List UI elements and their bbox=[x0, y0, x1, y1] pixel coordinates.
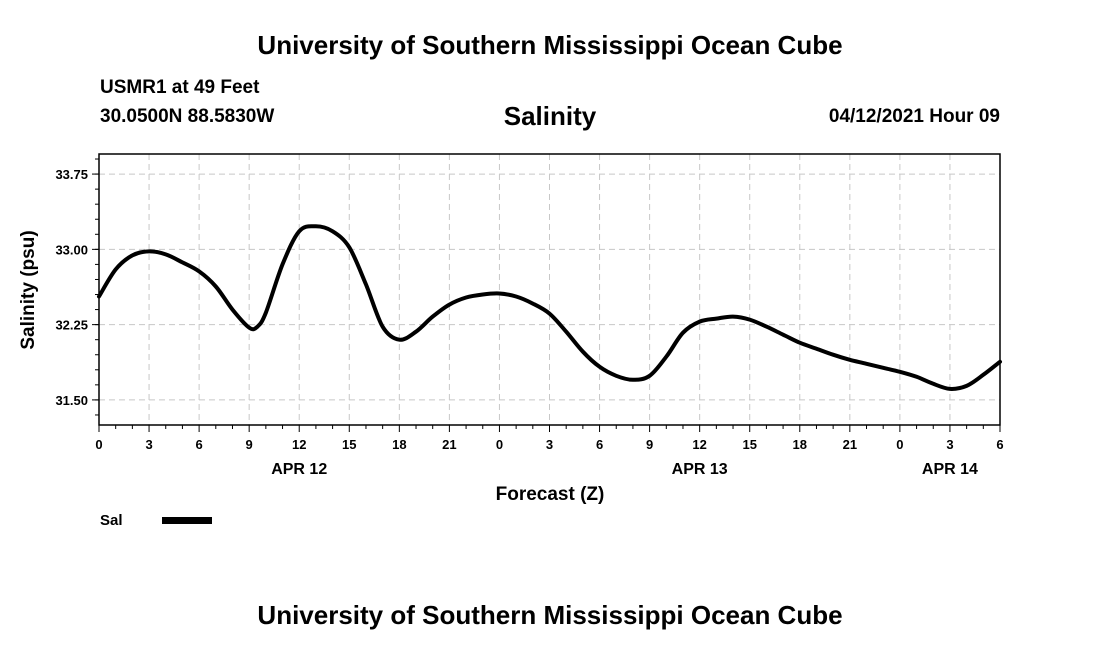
x-tick-label: 15 bbox=[342, 437, 356, 452]
x-axis-label: Forecast (Z) bbox=[496, 484, 605, 505]
x-tick-label: 9 bbox=[646, 437, 653, 452]
date-label: APR 12 bbox=[271, 461, 327, 478]
y-tick-label: 31.50 bbox=[55, 393, 88, 408]
grid-lines bbox=[99, 154, 1000, 425]
plot-frame bbox=[98, 153, 1001, 426]
axis-ticks bbox=[92, 158, 1001, 432]
x-tick-label: 15 bbox=[742, 437, 756, 452]
date-label: APR 14 bbox=[922, 461, 978, 478]
x-tick-label: 3 bbox=[145, 437, 152, 452]
legend-swatch-sal bbox=[162, 517, 212, 524]
x-tick-label: 3 bbox=[946, 437, 953, 452]
x-tick-label: 0 bbox=[896, 437, 903, 452]
x-tick-label: 6 bbox=[195, 437, 202, 452]
y-tick-label: 32.25 bbox=[55, 318, 88, 333]
page-title: University of Southern Mississippi Ocean… bbox=[257, 30, 843, 60]
x-tick-label: 6 bbox=[996, 437, 1003, 452]
x-tick-label: 6 bbox=[596, 437, 603, 452]
x-tick-label: 0 bbox=[95, 437, 102, 452]
x-tick-label: 12 bbox=[292, 437, 306, 452]
footer-title: University of Southern Mississippi Ocean… bbox=[257, 600, 843, 630]
legend-label-sal: Sal bbox=[100, 512, 123, 529]
x-tick-label: 3 bbox=[546, 437, 553, 452]
date-label: APR 13 bbox=[672, 461, 728, 478]
y-tick-label: 33.00 bbox=[55, 242, 88, 257]
x-tick-label: 12 bbox=[692, 437, 706, 452]
station-label: USMR1 at 49 Feet bbox=[100, 77, 260, 98]
salinity-series-line bbox=[97, 224, 1002, 391]
y-tick-label: 33.75 bbox=[55, 167, 88, 182]
x-tick-label: 9 bbox=[246, 437, 253, 452]
forecast-timestamp: 04/12/2021 Hour 09 bbox=[828, 106, 1000, 127]
x-tick-label: 21 bbox=[843, 437, 857, 452]
x-tick-label: 21 bbox=[442, 437, 456, 452]
axis-labels: 0 3 6 9 12 15 18 21 0 3 6 9 12 15 18 21 0 3 6 31.50 32.25 33.… bbox=[55, 167, 1003, 478]
y-axis-label: Salinity (psu) bbox=[18, 230, 39, 349]
station-coordinates: 30.0500N 88.5830W bbox=[100, 106, 275, 127]
x-tick-label: 18 bbox=[392, 437, 406, 452]
chart-title: Salinity bbox=[503, 101, 597, 131]
x-tick-label: 0 bbox=[496, 437, 503, 452]
x-tick-label: 18 bbox=[793, 437, 807, 452]
